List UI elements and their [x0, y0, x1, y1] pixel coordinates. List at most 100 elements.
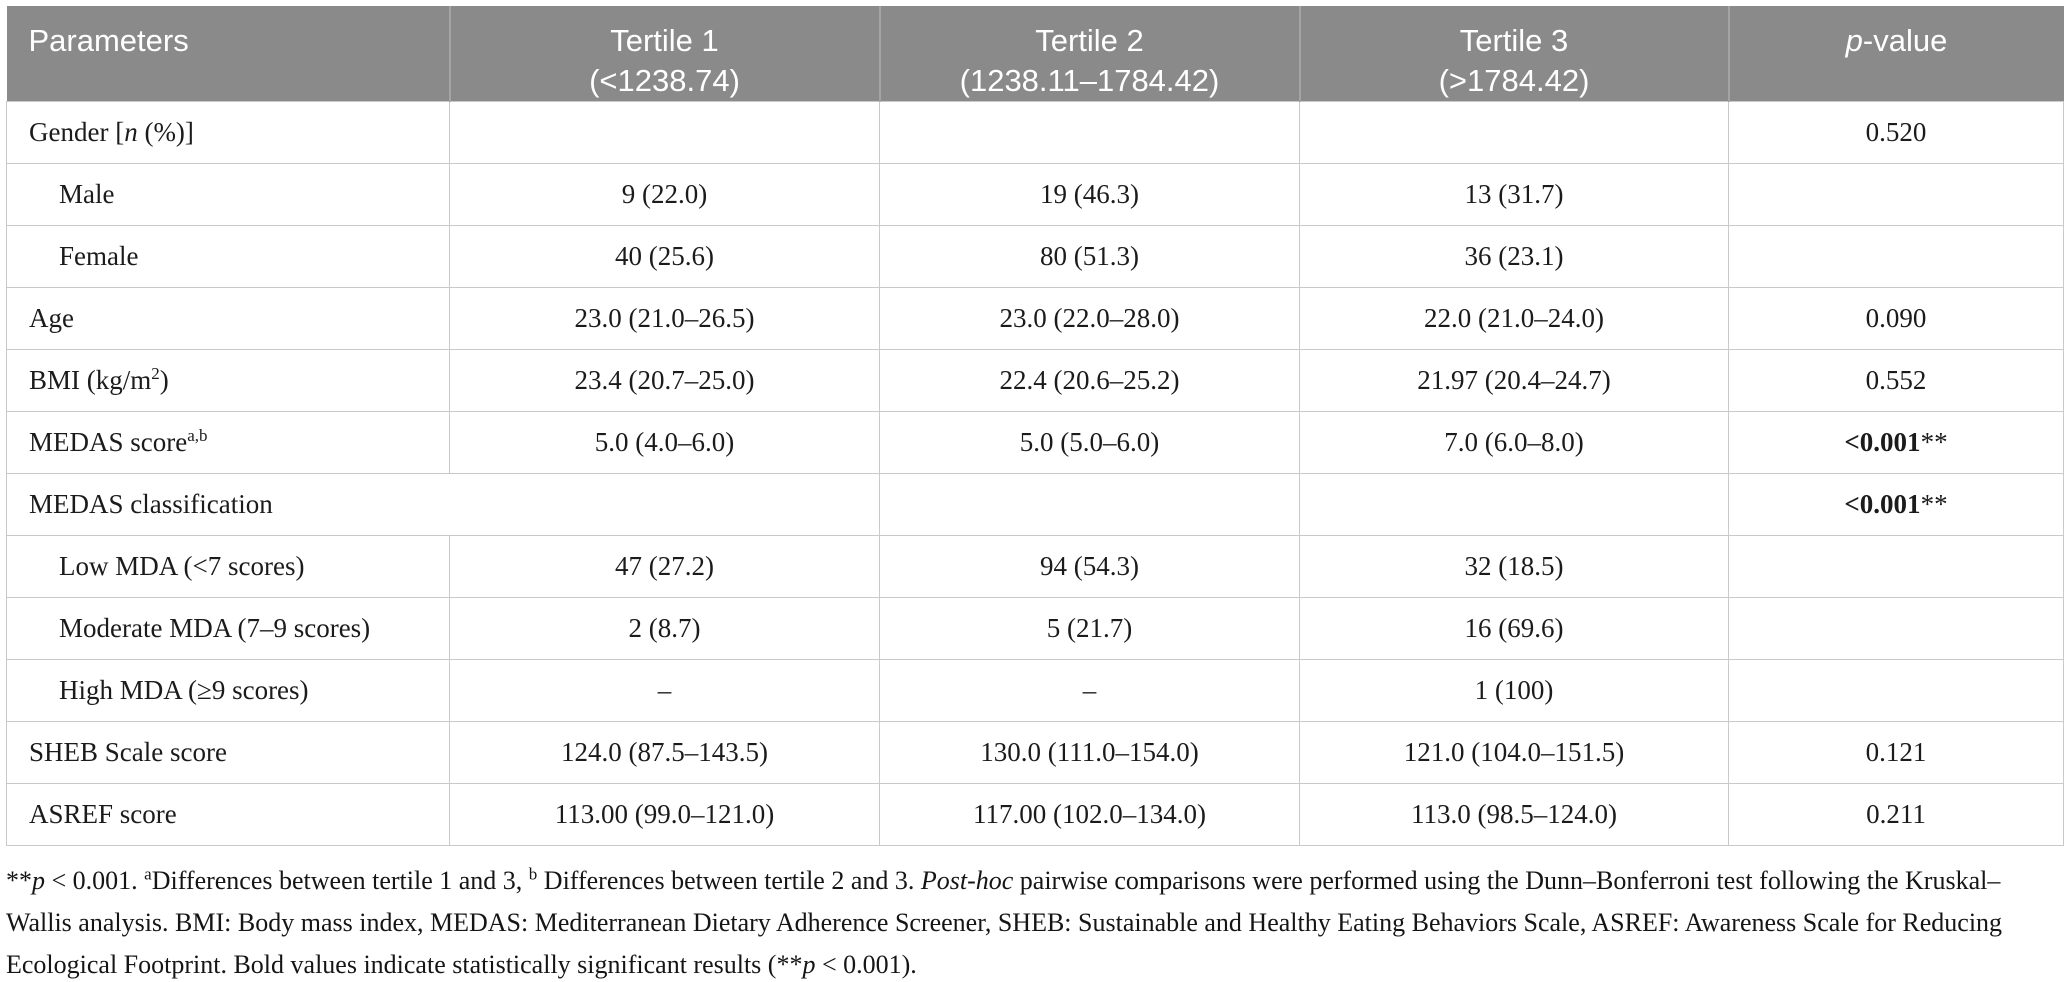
table-row-bmi: BMI (kg/m2) 23.4 (20.7–25.0) 22.4 (20.6–…: [6, 349, 2064, 412]
footnote-stars: **: [6, 866, 32, 895]
cell-bmi-t1: 23.4 (20.7–25.0): [449, 349, 880, 412]
cell-medas-class-label: MEDAS classification: [6, 473, 880, 536]
table-row-medas-score: MEDAS scorea,b 5.0 (4.0–6.0) 5.0 (5.0–6.…: [6, 411, 2064, 474]
cell-asref-p: 0.211: [1728, 783, 2064, 846]
gender-label-n: n: [124, 117, 138, 147]
cell-bmi-label: BMI (kg/m2): [6, 349, 450, 412]
cell-medas-class-t3: [1299, 473, 1729, 536]
header-tertile-3: Tertile 3 (>1784.42): [1299, 6, 1730, 102]
footnote-sup-b: b: [528, 864, 538, 884]
table-row-gender: Gender [n (%)] 0.520: [6, 101, 2064, 164]
header-tertile2-title: Tertile 2: [1035, 23, 1144, 58]
cell-medas-score-label: MEDAS scorea,b: [6, 411, 450, 474]
footnote-seg2: Differences between tertile 1 and 3,: [151, 866, 529, 895]
header-parameters-label: Parameters: [28, 23, 189, 58]
cell-high-mda-p: [1728, 659, 2064, 722]
footnote: **p < 0.001. aDifferences between tertil…: [6, 860, 2060, 982]
cell-moderate-mda-label: Moderate MDA (7–9 scores): [6, 597, 450, 660]
medas-score-label-text: MEDAS score: [29, 427, 188, 457]
cell-high-mda-label: High MDA (≥9 scores): [6, 659, 450, 722]
table-row-age: Age 23.0 (21.0–26.5) 23.0 (22.0–28.0) 22…: [6, 287, 2064, 350]
cell-sheb-label: SHEB Scale score: [6, 721, 450, 784]
table-header-row: Parameters Tertile 1 (<1238.74) Tertile …: [6, 6, 2064, 102]
medas-score-p-value: <0.001: [1844, 427, 1921, 457]
header-p-italic: p: [1845, 23, 1863, 58]
footnote-sup-a: a: [144, 864, 152, 884]
cell-bmi-p: 0.552: [1728, 349, 2064, 412]
medas-score-label-sup: a,b: [187, 426, 208, 445]
cell-male-t1: 9 (22.0): [449, 163, 880, 226]
cell-low-mda-t1: 47 (27.2): [449, 535, 880, 598]
footnote-seg1: < 0.001.: [45, 866, 145, 895]
header-tertile3-range: (>1784.42): [1438, 63, 1590, 98]
header-tertile2-range: (1238.11–1784.42): [959, 63, 1220, 98]
bmi-label-post: ): [159, 365, 169, 395]
cell-medas-score-p: <0.001**: [1728, 411, 2064, 474]
table-row-female: Female 40 (25.6) 80 (51.3) 36 (23.1): [6, 225, 2064, 288]
cell-moderate-mda-t3: 16 (69.6): [1299, 597, 1729, 660]
cell-gender-label: Gender [n (%)]: [6, 101, 450, 164]
gender-label-pre: Gender [: [29, 117, 125, 147]
cell-medas-class-t2: [879, 473, 1300, 536]
cell-gender-p: 0.520: [1728, 101, 2064, 164]
table-row-medas-classification: MEDAS classification <0.001**: [6, 473, 2064, 536]
cell-asref-t1: 113.00 (99.0–121.0): [449, 783, 880, 846]
cell-high-mda-t1: –: [449, 659, 880, 722]
cell-male-p: [1728, 163, 2064, 226]
medas-class-p-stars: **: [1920, 489, 1948, 519]
cell-male-t2: 19 (46.3): [879, 163, 1300, 226]
footnote-posthoc-italic: Post-hoc: [920, 866, 1014, 895]
cell-asref-t3: 113.0 (98.5–124.0): [1299, 783, 1729, 846]
header-p-value: p-value: [1728, 6, 2064, 102]
header-tertile-2: Tertile 2 (1238.11–1784.42): [879, 6, 1301, 102]
cell-female-p: [1728, 225, 2064, 288]
cell-age-label: Age: [6, 287, 450, 350]
footnote-seg3: Differences between tertile 2 and 3.: [537, 866, 921, 895]
header-p-rest: -value: [1862, 23, 1948, 58]
cell-bmi-t2: 22.4 (20.6–25.2): [879, 349, 1300, 412]
table-row-high-mda: High MDA (≥9 scores) – – 1 (100): [6, 659, 2064, 722]
statistics-table: Parameters Tertile 1 (<1238.74) Tertile …: [6, 6, 2064, 846]
footnote-seg4: pairwise comparisons were performed usin…: [6, 866, 2003, 979]
table-row-asref: ASREF score 113.00 (99.0–121.0) 117.00 (…: [6, 783, 2064, 846]
cell-medas-score-t3: 7.0 (6.0–8.0): [1299, 411, 1729, 474]
cell-low-mda-t3: 32 (18.5): [1299, 535, 1729, 598]
footnote-seg5: < 0.001).: [815, 950, 917, 979]
gender-label-post: (%)]: [137, 117, 194, 147]
cell-low-mda-t2: 94 (54.3): [879, 535, 1300, 598]
table-row-sheb: SHEB Scale score 124.0 (87.5–143.5) 130.…: [6, 721, 2064, 784]
cell-gender-t1: [449, 101, 880, 164]
header-tertile1-range: (<1238.74): [589, 63, 740, 98]
medas-score-p-stars: **: [1920, 427, 1948, 457]
footnote-p-italic-1: p: [32, 866, 45, 895]
cell-sheb-t1: 124.0 (87.5–143.5): [449, 721, 880, 784]
header-tertile1-title: Tertile 1: [610, 23, 719, 58]
cell-age-p: 0.090: [1728, 287, 2064, 350]
bmi-label-sup: 2: [151, 364, 160, 383]
cell-male-label: Male: [6, 163, 450, 226]
table-row-moderate-mda: Moderate MDA (7–9 scores) 2 (8.7) 5 (21.…: [6, 597, 2064, 660]
bmi-label-pre: BMI (kg/m: [29, 365, 152, 395]
cell-moderate-mda-t2: 5 (21.7): [879, 597, 1300, 660]
cell-high-mda-t2: –: [879, 659, 1300, 722]
cell-medas-score-t2: 5.0 (5.0–6.0): [879, 411, 1300, 474]
cell-female-t1: 40 (25.6): [449, 225, 880, 288]
header-tertile-1: Tertile 1 (<1238.74): [449, 6, 881, 102]
cell-age-t2: 23.0 (22.0–28.0): [879, 287, 1300, 350]
cell-gender-t3: [1299, 101, 1729, 164]
cell-low-mda-p: [1728, 535, 2064, 598]
cell-age-t3: 22.0 (21.0–24.0): [1299, 287, 1729, 350]
medas-class-p-value: <0.001: [1844, 489, 1921, 519]
cell-medas-score-t1: 5.0 (4.0–6.0): [449, 411, 880, 474]
cell-moderate-mda-p: [1728, 597, 2064, 660]
cell-asref-label: ASREF score: [6, 783, 450, 846]
cell-male-t3: 13 (31.7): [1299, 163, 1729, 226]
cell-female-t2: 80 (51.3): [879, 225, 1300, 288]
cell-age-t1: 23.0 (21.0–26.5): [449, 287, 880, 350]
cell-moderate-mda-t1: 2 (8.7): [449, 597, 880, 660]
header-tertile3-title: Tertile 3: [1459, 23, 1569, 58]
header-parameters: Parameters: [6, 6, 451, 102]
footnote-p-italic-2: p: [802, 950, 816, 979]
table-row-low-mda: Low MDA (<7 scores) 47 (27.2) 94 (54.3) …: [6, 535, 2064, 598]
